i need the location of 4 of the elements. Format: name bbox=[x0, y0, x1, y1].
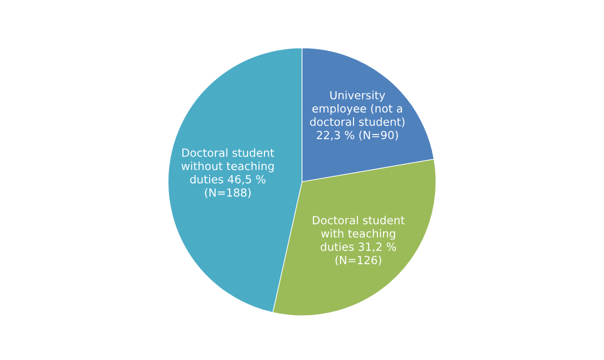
data-label: 22,3 % (N=90) bbox=[316, 130, 398, 141]
slice-label: Doctoral student without teaching duties 46,5 % (N=188) bbox=[181, 148, 274, 198]
slice-label: University employee (not a doctoral student) bbox=[310, 90, 404, 128]
slice-label: Doctoral student with teaching duties 31,2 % (N=126) bbox=[312, 216, 405, 266]
